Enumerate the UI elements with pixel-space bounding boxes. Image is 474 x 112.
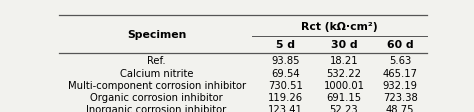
Text: 723.38: 723.38 [383, 92, 418, 102]
Text: 5 d: 5 d [276, 40, 295, 50]
Text: 1000.01: 1000.01 [323, 80, 365, 90]
Text: Organic corrosion inhibitor: Organic corrosion inhibitor [90, 92, 223, 102]
Text: 932.19: 932.19 [383, 80, 418, 90]
Text: 93.85: 93.85 [271, 56, 300, 66]
Text: 119.26: 119.26 [268, 92, 303, 102]
Text: Ref.: Ref. [147, 56, 166, 66]
Text: 18.21: 18.21 [329, 56, 358, 66]
Text: 532.22: 532.22 [327, 68, 362, 78]
Text: 5.63: 5.63 [389, 56, 411, 66]
Text: 691.15: 691.15 [327, 92, 362, 102]
Text: 30 d: 30 d [331, 40, 357, 50]
Text: 123.41: 123.41 [268, 104, 302, 112]
Text: 465.17: 465.17 [383, 68, 418, 78]
Text: 48.75: 48.75 [386, 104, 414, 112]
Text: Rct (kΩ·cm²): Rct (kΩ·cm²) [301, 21, 378, 31]
Text: 60 d: 60 d [387, 40, 413, 50]
Text: 730.51: 730.51 [268, 80, 302, 90]
Text: 52.23: 52.23 [329, 104, 358, 112]
Text: Specimen: Specimen [127, 30, 186, 40]
Text: 69.54: 69.54 [271, 68, 300, 78]
Text: Inorganic corrosion inhibitor: Inorganic corrosion inhibitor [86, 104, 227, 112]
Text: Calcium nitrite: Calcium nitrite [120, 68, 193, 78]
Text: Multi-component corrosion inhibitor: Multi-component corrosion inhibitor [67, 80, 246, 90]
